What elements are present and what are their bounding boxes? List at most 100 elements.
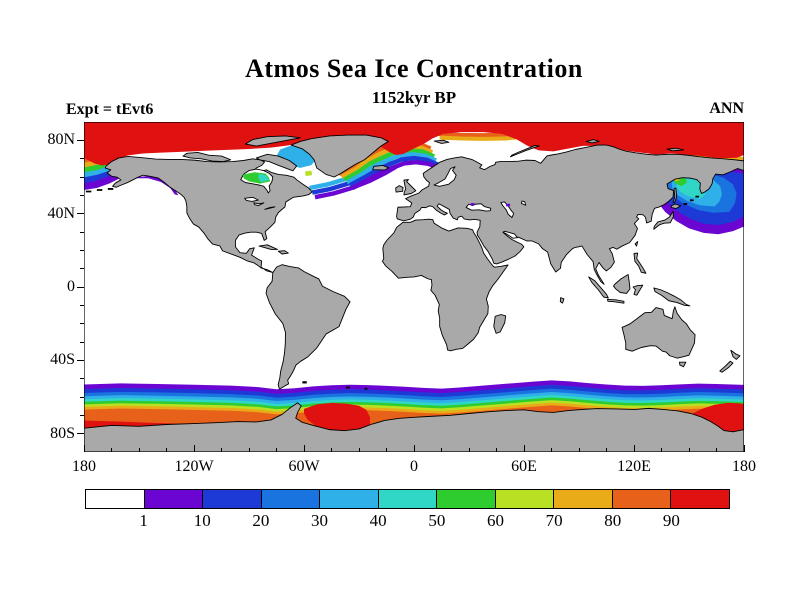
y-minor-tick xyxy=(80,158,84,160)
tasmania xyxy=(679,362,685,367)
great-britain xyxy=(404,180,416,195)
inland-waters xyxy=(241,167,526,239)
y-minor-tick xyxy=(80,341,84,343)
x-tick-label: 60E xyxy=(511,458,537,475)
colorbar-tick-label: 10 xyxy=(193,511,211,530)
y-minor-tick xyxy=(80,323,84,325)
new-siberian-islands xyxy=(667,148,684,151)
x-major-tick xyxy=(83,445,85,452)
x-minor-tick xyxy=(496,448,497,452)
colorbar-tick-label: 30 xyxy=(311,511,329,530)
java xyxy=(607,299,624,303)
x-minor-tick xyxy=(578,448,580,452)
x-minor-tick xyxy=(166,448,167,452)
great-lakes xyxy=(245,197,275,209)
x-minor-tick xyxy=(138,448,140,452)
aral-sea xyxy=(521,201,525,205)
colorbar-tick-label: 60 xyxy=(486,511,504,530)
y-major-tick xyxy=(77,286,84,288)
x-minor-tick xyxy=(111,448,112,452)
y-minor-tick xyxy=(80,414,84,416)
severnaya-zemlya xyxy=(586,140,599,143)
colorbar-segment xyxy=(436,490,495,508)
x-tick-label: 180 xyxy=(732,458,756,475)
colorbar-segment xyxy=(202,490,261,508)
colorbar-labels: 1 10 20 30 40 50 60 70 80 90 xyxy=(85,511,730,533)
colorbar-segment xyxy=(670,490,730,508)
figure-subtitle: 1152kyr BP xyxy=(371,88,457,107)
colorbar xyxy=(85,489,730,509)
x-tick-label: 120W xyxy=(174,458,214,475)
colorbar-segment xyxy=(260,490,320,508)
y-minor-tick xyxy=(80,304,84,306)
y-minor-tick xyxy=(80,378,84,380)
x-minor-tick xyxy=(551,448,552,452)
kuril-islands xyxy=(683,195,700,205)
colorbar-tick-label: 1 xyxy=(139,511,148,530)
colorbar-segment xyxy=(494,490,554,508)
caspian-ice-speck xyxy=(506,203,511,207)
sumatra xyxy=(589,277,609,298)
greenland xyxy=(291,135,388,177)
baltic-sea xyxy=(434,167,456,187)
colorbar-segment xyxy=(611,490,671,508)
x-minor-tick xyxy=(331,448,332,452)
x-minor-tick xyxy=(276,448,277,452)
y-tick-label: 80S xyxy=(50,424,75,442)
sakhalin xyxy=(673,188,677,203)
x-major-tick xyxy=(523,445,525,452)
taiwan xyxy=(635,242,638,247)
x-major-tick xyxy=(303,445,305,452)
colorbar-tick-label: 20 xyxy=(252,511,270,530)
experiment-label: Expt = tEvt6 xyxy=(66,101,154,118)
x-minor-tick xyxy=(688,448,690,452)
islands xyxy=(85,140,740,390)
map-svg xyxy=(84,122,744,452)
weddell-sea-ice-patch xyxy=(304,402,370,433)
cuba xyxy=(259,245,277,250)
borneo xyxy=(613,275,630,294)
colorbar-segment xyxy=(143,490,203,508)
x-tick-label: 120E xyxy=(617,458,651,475)
sulawesi xyxy=(633,285,643,295)
honshu xyxy=(654,211,674,229)
antarctica xyxy=(84,403,744,452)
y-major-tick xyxy=(77,433,84,435)
y-minor-tick xyxy=(80,194,84,196)
y-minor-tick xyxy=(80,268,84,270)
new-zealand-north xyxy=(731,350,740,359)
svalbard xyxy=(434,140,449,143)
x-major-tick xyxy=(193,445,195,452)
x-tick-label: 180 xyxy=(72,458,96,475)
x-minor-tick xyxy=(221,448,222,452)
y-minor-tick xyxy=(80,249,84,251)
ireland xyxy=(396,186,403,192)
x-major-tick xyxy=(633,445,635,452)
x-major-tick xyxy=(413,445,415,452)
x-minor-tick xyxy=(248,448,250,452)
australia xyxy=(622,307,695,358)
persian-gulf xyxy=(503,231,517,238)
x-minor-tick xyxy=(441,448,442,452)
colorbar-segment xyxy=(86,490,144,508)
y-tick-label: 80N xyxy=(47,131,75,149)
colorbar-tick-label: 70 xyxy=(545,511,563,530)
colorbar-segment xyxy=(377,490,437,508)
azov-ice-speck xyxy=(470,203,475,206)
y-minor-tick xyxy=(80,231,84,233)
new-guinea xyxy=(654,288,690,306)
colorbar-tick-label: 40 xyxy=(369,511,387,530)
x-minor-tick xyxy=(661,448,662,452)
y-minor-tick xyxy=(80,176,84,178)
caspian-sea xyxy=(501,202,514,218)
y-major-tick xyxy=(77,139,84,141)
y-minor-tick xyxy=(80,396,84,398)
africa xyxy=(382,219,508,351)
hokkaido xyxy=(671,204,681,209)
aleutian-islands xyxy=(85,188,114,193)
colorbar-segment xyxy=(319,490,378,508)
arctic-ice-cap xyxy=(84,122,744,166)
colorbar-tick-label: 90 xyxy=(662,511,680,530)
x-major-tick xyxy=(743,445,745,452)
world-map-plot xyxy=(84,122,744,452)
